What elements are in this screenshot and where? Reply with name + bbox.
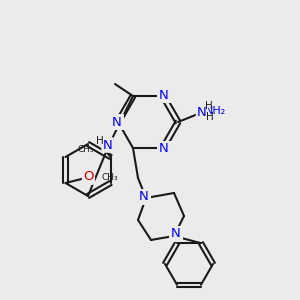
Text: N: N	[103, 139, 112, 152]
Text: N: N	[159, 88, 169, 101]
Text: H: H	[206, 112, 214, 122]
Text: NH₂: NH₂	[205, 106, 226, 116]
Text: N: N	[139, 190, 149, 203]
Text: CH₃: CH₃	[101, 172, 118, 182]
Text: H: H	[205, 101, 213, 111]
Text: N: N	[171, 227, 181, 241]
Text: CH₃: CH₃	[78, 145, 94, 154]
Text: O: O	[83, 170, 94, 184]
Text: N: N	[112, 116, 122, 128]
Text: N: N	[159, 142, 169, 155]
Text: N: N	[197, 106, 207, 118]
Text: H: H	[96, 136, 104, 146]
